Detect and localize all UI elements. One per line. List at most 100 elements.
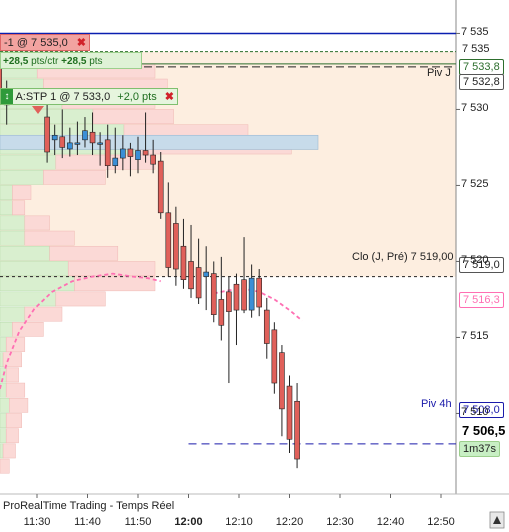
candle-body[interactable] xyxy=(165,212,172,268)
candle-body[interactable] xyxy=(203,271,209,277)
pnl-unit-total: pts xyxy=(89,56,103,67)
y-tick-label: 7 535 xyxy=(461,26,489,39)
x-tick-label: 11:30 xyxy=(23,516,51,528)
candle-body[interactable] xyxy=(195,267,202,299)
profile-sell-bar xyxy=(92,109,174,124)
candle-body[interactable] xyxy=(226,291,232,312)
stop-order-tag[interactable]: ↕ A:STP 1 @ 7 533,0 +2,0 pts ✖ xyxy=(0,88,178,105)
profile-sell-bar xyxy=(5,413,22,428)
candle-body[interactable] xyxy=(210,273,217,315)
profile-sell-bar xyxy=(0,458,10,474)
last-price-tag: 7 506,5 xyxy=(459,422,509,439)
pnl-unit-contract: pts/ctr xyxy=(31,56,59,67)
price-tag-ma: 7 516,3 xyxy=(459,292,504,308)
candle-body[interactable] xyxy=(279,352,285,410)
arrow-up-icon xyxy=(493,516,501,524)
profile-sell-bar xyxy=(24,215,50,231)
short-position-label: -1 @ 7 535,0 xyxy=(4,37,68,49)
x-tick-label: 12:40 xyxy=(376,516,405,528)
candle-body[interactable] xyxy=(97,142,103,145)
candle-body[interactable] xyxy=(263,309,270,344)
profile-sell-bar xyxy=(12,185,32,200)
price-tag-stop: 7 533,8 xyxy=(459,59,504,75)
y-tick-label: 7 520 xyxy=(461,254,489,267)
candle-body[interactable] xyxy=(173,223,179,270)
price-tag-pivot-j: 7 532,8 xyxy=(459,74,504,90)
profile-sell-bar xyxy=(2,352,22,368)
x-tick-label: 12:10 xyxy=(225,516,253,528)
candle-body[interactable] xyxy=(51,134,58,141)
candle-body[interactable] xyxy=(104,139,111,166)
profile-sell-bar xyxy=(43,169,106,185)
candle-body[interactable] xyxy=(67,142,73,150)
close-icon[interactable]: ✖ xyxy=(76,37,86,49)
profile-sell-bar xyxy=(55,291,106,307)
profile-buy-bar xyxy=(0,321,13,337)
profile-sell-bar xyxy=(5,382,26,398)
candle-body[interactable] xyxy=(180,245,187,280)
candle-body[interactable] xyxy=(188,261,194,290)
candle-body[interactable] xyxy=(241,279,247,311)
candle-body[interactable] xyxy=(233,283,240,311)
candle-body[interactable] xyxy=(271,329,278,384)
cancel-stop-icon[interactable]: ✖ xyxy=(164,91,174,103)
candle-body[interactable] xyxy=(120,148,126,159)
up-down-arrow-icon[interactable]: ↕ xyxy=(1,89,13,104)
candle-body[interactable] xyxy=(286,385,293,440)
candle-body[interactable] xyxy=(294,400,300,460)
profile-buy-bar xyxy=(0,352,4,368)
candle-body[interactable] xyxy=(89,131,96,144)
x-tick-label: 12:50 xyxy=(427,516,455,528)
profile-buy-bar xyxy=(0,185,13,200)
profile-buy-bar xyxy=(0,169,44,185)
price-tag-7535: 7 535 xyxy=(462,43,490,55)
profile-buy-bar xyxy=(0,230,26,246)
profile-sell-bar xyxy=(5,428,19,444)
profile-buy-bar xyxy=(0,413,7,428)
candle-body[interactable] xyxy=(74,142,81,145)
candle-body[interactable] xyxy=(44,116,50,153)
entry-arrow-icon xyxy=(32,106,44,114)
profile-sell-bar xyxy=(2,443,16,459)
candle-body[interactable] xyxy=(112,157,119,166)
moving-average-left xyxy=(0,272,161,393)
candle-body[interactable] xyxy=(82,130,88,141)
candle-body[interactable] xyxy=(135,150,141,160)
candle-body[interactable] xyxy=(127,148,134,157)
candle-body[interactable] xyxy=(142,150,149,156)
profile-buy-bar xyxy=(0,397,10,413)
short-position-tag[interactable]: -1 @ 7 535,0 ✖ xyxy=(0,34,90,51)
profile-sell-bar xyxy=(49,245,119,261)
profile-buy-bar xyxy=(0,261,69,276)
candle-body[interactable] xyxy=(59,136,66,148)
candle-body[interactable] xyxy=(256,277,263,308)
profile-sell-bar xyxy=(12,321,44,337)
profile-buy-bar xyxy=(0,215,26,231)
poc-bar xyxy=(0,134,319,150)
profile-buy-bar xyxy=(0,443,4,459)
close-prev-day-label: Clo (J, Pré) 7 519,00 xyxy=(352,251,454,263)
profile-sell-bar xyxy=(67,261,156,276)
profile-sell-bar xyxy=(24,230,75,246)
candle-body[interactable] xyxy=(218,299,225,326)
candle-timer: 1m37s xyxy=(459,441,501,457)
stop-order-delta: +2,0 xyxy=(117,91,139,103)
profile-sell-bar xyxy=(5,337,26,352)
candle-body[interactable] xyxy=(157,160,164,214)
profile-buy-bar xyxy=(0,245,50,261)
profile-sell-bar xyxy=(9,397,29,413)
x-tick-label: 11:50 xyxy=(124,516,152,528)
profile-buy-bar xyxy=(0,200,13,216)
profile-sell-bar xyxy=(24,306,63,322)
candle-body[interactable] xyxy=(0,63,2,92)
pnl-per-contract: +28,5 xyxy=(3,56,29,67)
profile-buy-bar xyxy=(0,306,26,322)
candle-body[interactable] xyxy=(248,277,255,311)
profile-buy-bar xyxy=(0,428,7,444)
y-tick-label: 7 525 xyxy=(461,178,489,191)
candle-body[interactable] xyxy=(150,154,156,165)
price-tag-pivot-4h: 7 508,0 xyxy=(459,402,504,418)
y-tick-label: 7 515 xyxy=(461,330,489,343)
profile-buy-bar xyxy=(0,276,75,292)
profile-sell-bar xyxy=(12,200,26,216)
